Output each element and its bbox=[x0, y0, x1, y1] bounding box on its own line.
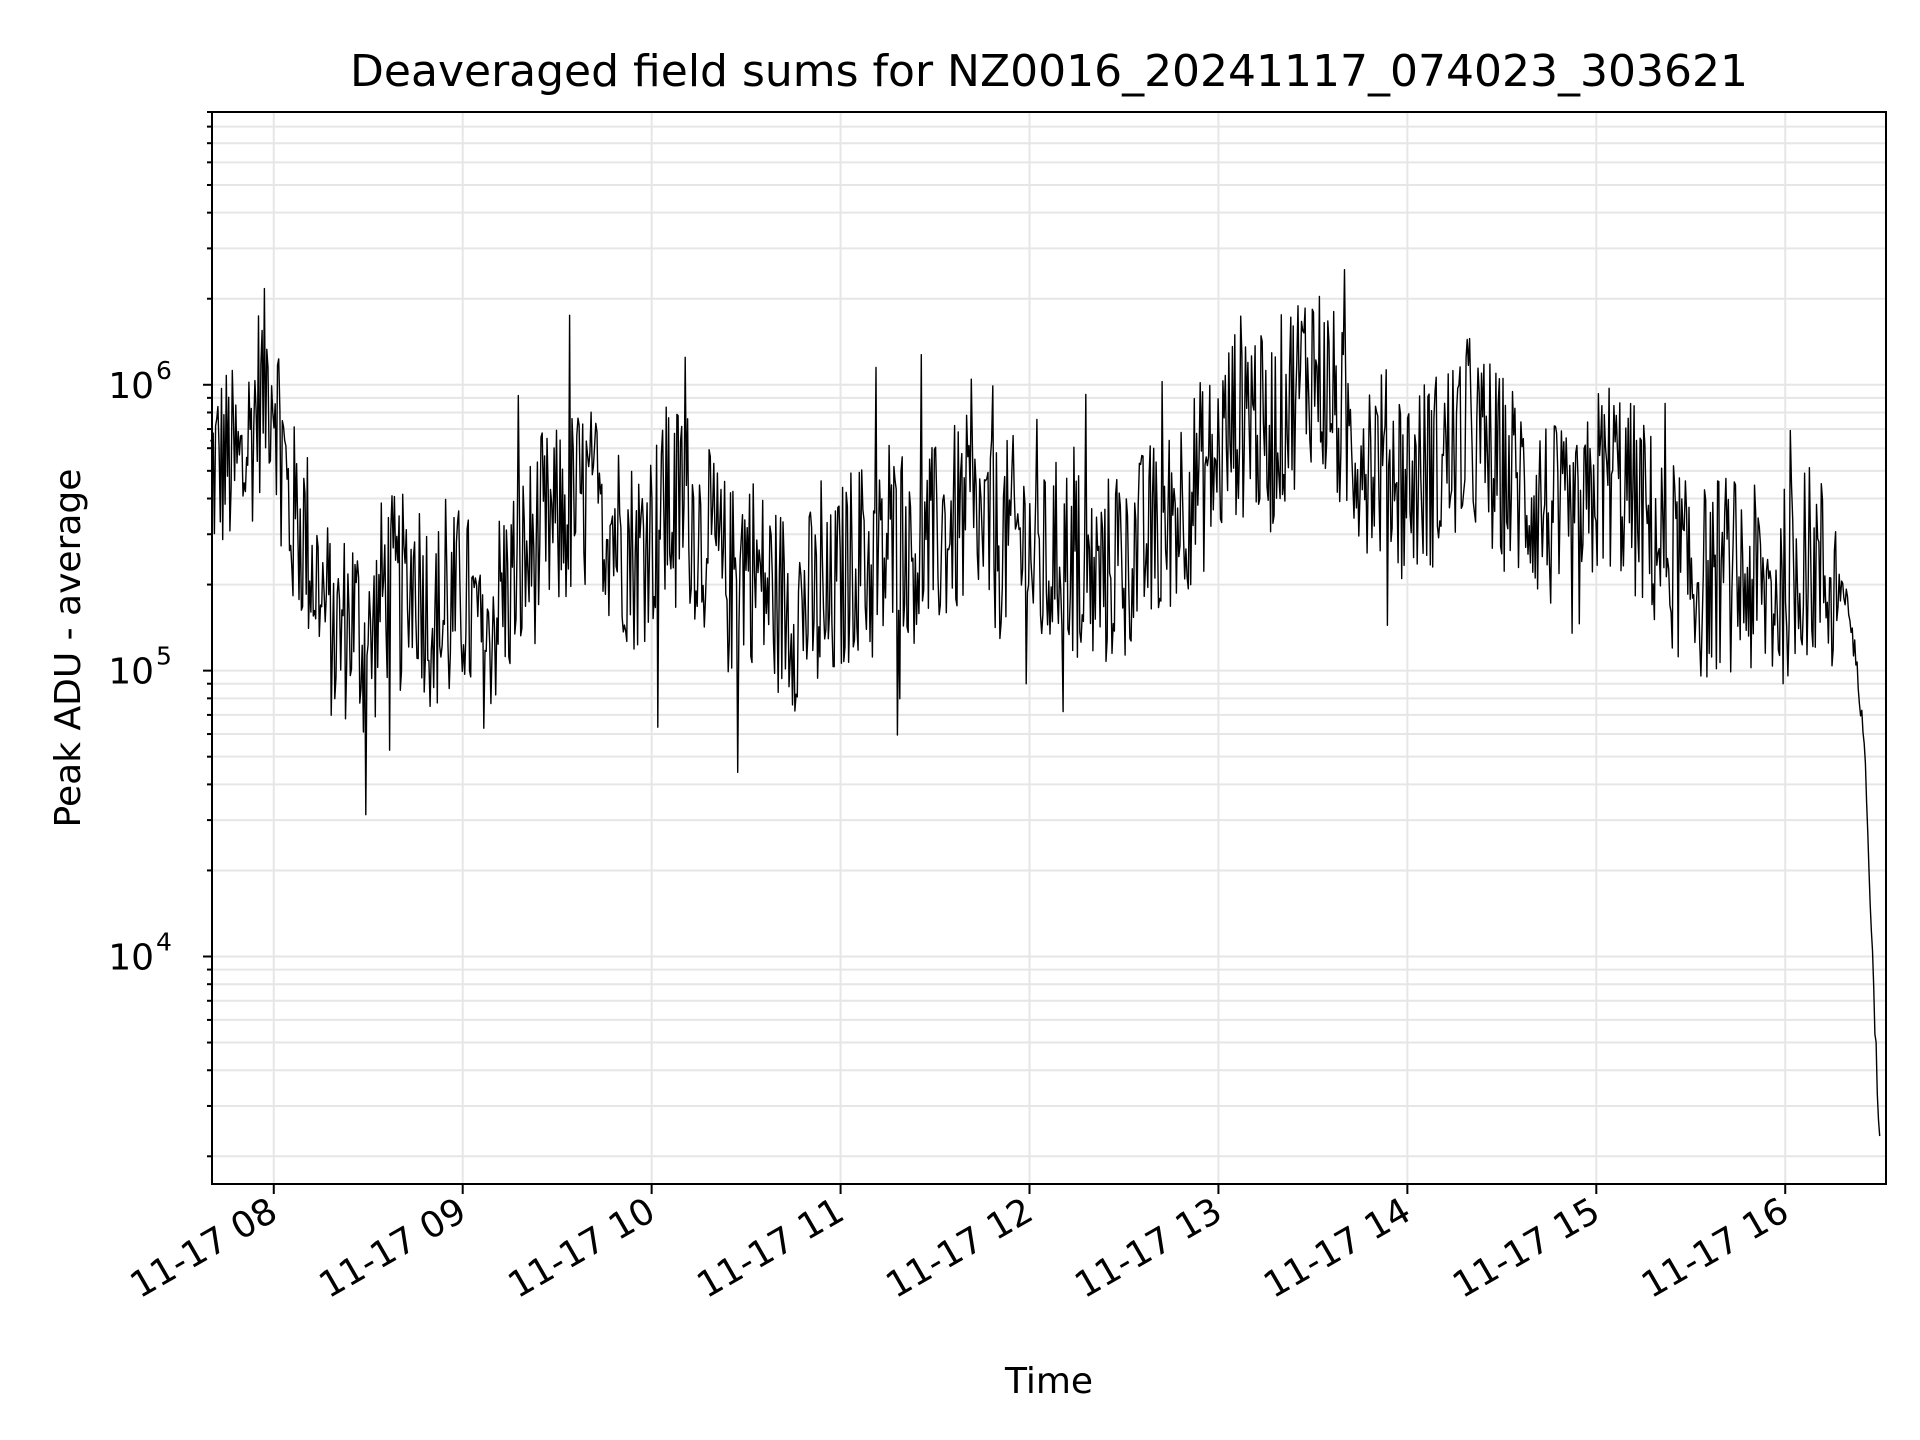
y-tick-label: 10 bbox=[108, 937, 154, 978]
grid-layer bbox=[212, 111, 1886, 1184]
x-tick-label: 11-17 16 bbox=[1635, 1190, 1796, 1306]
tick-layer: 11-17 08 11-17 09 11-17 10 11-17 11 11-17 12… bbox=[108, 111, 1796, 1307]
x-tick-label: 11-17 08 bbox=[124, 1190, 285, 1306]
series-line bbox=[210, 269, 1881, 1137]
y-tick-label: 10 bbox=[108, 652, 154, 693]
y-tick-label-exponent: 6 bbox=[156, 356, 172, 385]
series-layer bbox=[210, 269, 1881, 1137]
x-tick-label: 11-17 13 bbox=[1068, 1190, 1229, 1306]
x-tick-label: 11-17 11 bbox=[690, 1190, 851, 1306]
x-tick-label: 11-17 09 bbox=[313, 1190, 474, 1306]
y-axis-label: Peak ADU - average bbox=[48, 469, 89, 828]
y-tick-label-exponent: 5 bbox=[156, 642, 172, 671]
chart-title: Deaveraged field sums for NZ0016_2024111… bbox=[350, 46, 1748, 97]
x-tick-label: 11-17 12 bbox=[879, 1190, 1040, 1306]
x-tick-label: 11-17 14 bbox=[1257, 1190, 1418, 1306]
y-tick-label-exponent: 4 bbox=[156, 927, 172, 956]
x-axis-label: Time bbox=[1004, 1361, 1093, 1402]
x-tick-label: 11-17 15 bbox=[1446, 1190, 1607, 1306]
y-tick-label: 10 bbox=[108, 366, 154, 407]
plot-frame bbox=[211, 111, 1887, 1185]
x-tick-label: 11-17 10 bbox=[501, 1190, 662, 1306]
